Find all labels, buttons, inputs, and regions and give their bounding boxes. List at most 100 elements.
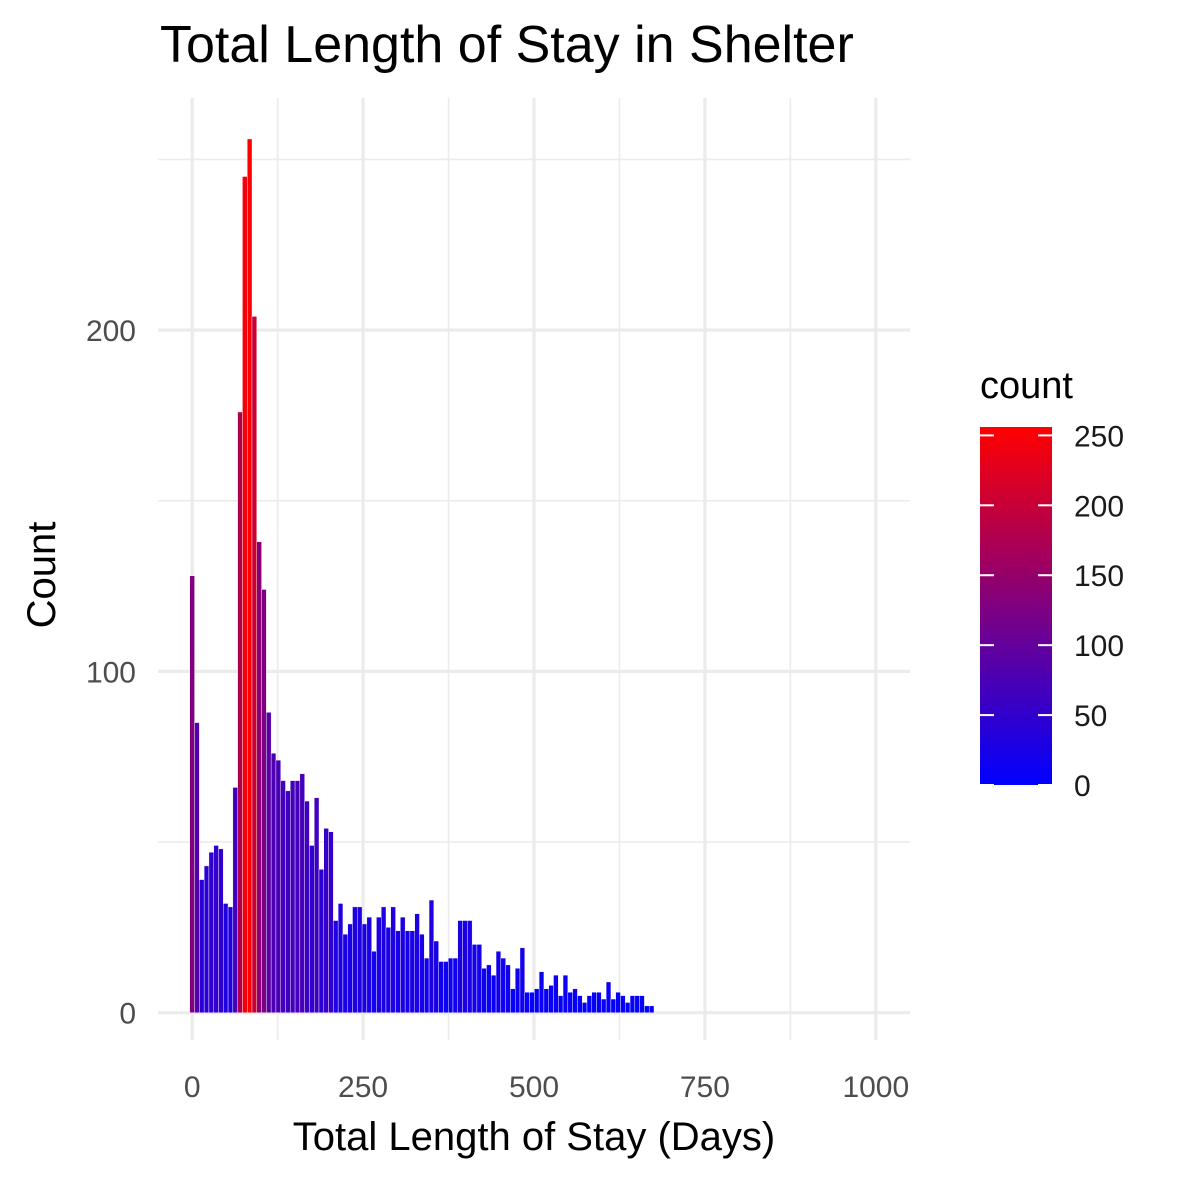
histogram-bar <box>314 797 320 1013</box>
histogram-bar <box>199 879 205 1013</box>
histogram-bar <box>251 316 257 1013</box>
histogram-bar <box>390 906 396 1013</box>
histogram-bar <box>548 985 554 1013</box>
histogram-bar <box>538 971 545 1013</box>
histogram-bar <box>208 852 214 1013</box>
histogram-bar <box>194 722 200 1013</box>
histogram-bar <box>328 831 334 1013</box>
x-axis-ticks: 0 250 500 750 1000 <box>184 1071 909 1104</box>
legend-ticks: 250 200 150 100 50 0 <box>980 420 1124 803</box>
x-tick-label: 0 <box>184 1071 201 1104</box>
histogram-bar <box>639 995 645 1013</box>
x-tick-label: 500 <box>509 1071 559 1104</box>
x-axis-title: Total Length of Stay (Days) <box>293 1115 775 1159</box>
histogram-bar <box>203 865 210 1013</box>
histogram-bar <box>629 995 636 1013</box>
histogram-bar <box>247 138 253 1013</box>
histogram-bar <box>543 988 549 1013</box>
histogram-bar <box>218 848 224 1013</box>
histogram-bar <box>414 913 420 1013</box>
histogram-bar <box>486 964 492 1013</box>
histogram-bar <box>261 589 267 1013</box>
histogram-bar <box>227 906 234 1013</box>
histogram-bar <box>524 992 530 1013</box>
histogram-bar <box>605 981 612 1013</box>
chart-title: Total Length of Stay in Shelter <box>160 16 854 74</box>
histogram-bar <box>481 968 487 1013</box>
histogram-bar <box>529 992 535 1013</box>
histogram-bar <box>443 961 449 1013</box>
histogram-bar <box>634 995 640 1013</box>
histogram-bar <box>242 176 248 1013</box>
histogram-bars <box>189 138 655 1013</box>
histogram-bar <box>419 933 425 1013</box>
histogram-bar <box>586 995 592 1013</box>
legend-label: 200 <box>1074 490 1124 523</box>
histogram-bar <box>290 780 296 1013</box>
y-tick-label: 100 <box>86 656 136 689</box>
y-axis-ticks: 0 100 200 <box>86 315 136 1031</box>
histogram-bar <box>615 992 621 1013</box>
histogram-bar <box>409 930 415 1013</box>
histogram-bar <box>337 903 344 1013</box>
histogram-bar <box>620 995 626 1013</box>
histogram-bar <box>534 988 540 1013</box>
histogram-bar <box>304 800 310 1013</box>
histogram-bar <box>428 899 435 1013</box>
histogram-bar <box>361 923 368 1013</box>
histogram-bar <box>448 957 454 1013</box>
histogram-bar <box>223 903 229 1013</box>
histogram-bar <box>285 790 291 1013</box>
histogram-bar <box>601 998 607 1013</box>
histogram-bar <box>213 845 219 1013</box>
histogram-bar <box>232 787 238 1013</box>
histogram-bar <box>500 957 506 1013</box>
histogram-bar <box>438 961 444 1013</box>
histogram-bar <box>256 541 262 1013</box>
histogram-bar <box>189 575 195 1013</box>
legend-label: 0 <box>1074 770 1091 803</box>
histogram-bar <box>596 992 602 1013</box>
histogram-bar <box>467 920 473 1013</box>
histogram-bar <box>648 1005 655 1013</box>
histogram-bar <box>323 828 329 1013</box>
histogram-bar <box>385 927 391 1013</box>
histogram-bar <box>610 998 616 1013</box>
histogram-bar <box>299 773 305 1013</box>
histogram-bar <box>625 1002 631 1013</box>
histogram-bar <box>577 995 583 1013</box>
legend-title: count <box>980 365 1073 407</box>
histogram-bar <box>333 920 339 1013</box>
histogram-bar <box>376 916 382 1013</box>
histogram-bar <box>342 933 348 1013</box>
histogram-bar <box>491 974 497 1013</box>
y-axis-title: Count <box>20 522 64 629</box>
histogram-bar <box>270 753 277 1013</box>
legend-label: 250 <box>1074 420 1124 453</box>
histogram-bar <box>452 957 458 1013</box>
legend-label: 100 <box>1074 630 1124 663</box>
histogram-bar <box>581 1002 588 1013</box>
histogram-bar <box>471 944 478 1013</box>
histogram-bar <box>352 906 358 1013</box>
histogram-bar <box>237 411 243 1013</box>
histogram-bar <box>266 712 272 1013</box>
histogram-bar <box>366 916 372 1013</box>
histogram-bar <box>510 988 516 1013</box>
legend-label: 50 <box>1074 700 1107 733</box>
histogram-bar <box>433 940 439 1013</box>
histogram-bar <box>462 920 468 1013</box>
histogram-bar <box>371 951 377 1013</box>
histogram-bar <box>519 947 525 1013</box>
histogram-bar <box>515 968 521 1013</box>
histogram-bar <box>553 974 559 1013</box>
histogram-bar <box>567 992 573 1013</box>
y-tick-label: 200 <box>86 315 136 348</box>
histogram-bar <box>309 845 315 1013</box>
histogram-bar <box>318 869 324 1013</box>
histogram-bar <box>347 923 353 1013</box>
histogram-bar <box>495 951 502 1013</box>
histogram-bar <box>572 988 578 1013</box>
x-tick-label: 750 <box>680 1071 730 1104</box>
x-tick-label: 250 <box>338 1071 388 1104</box>
